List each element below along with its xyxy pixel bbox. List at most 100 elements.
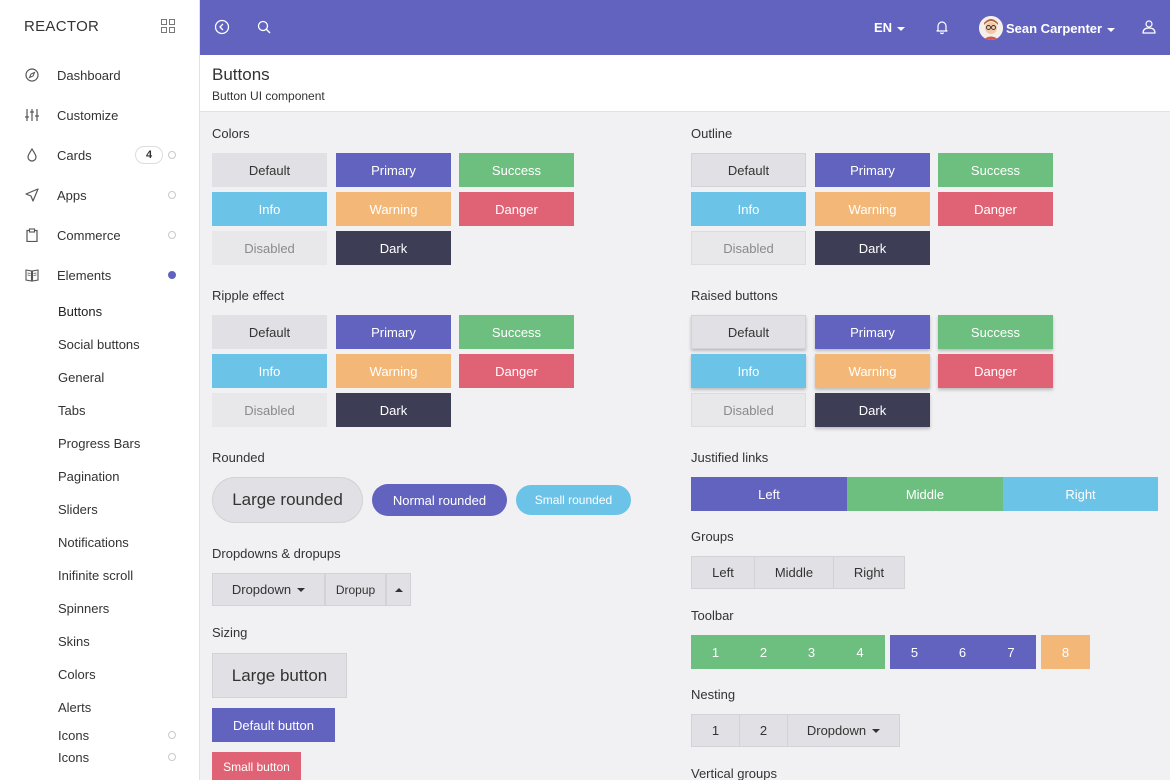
- group-right-button[interactable]: Right: [833, 556, 905, 589]
- colors-info-button[interactable]: Info: [212, 192, 327, 226]
- subnav-item-buttons[interactable]: Buttons: [58, 304, 103, 319]
- subnav-item-icons[interactable]: Icons: [0, 724, 200, 746]
- subnav-item-notifications[interactable]: Notifications: [58, 535, 129, 550]
- colors-success-button[interactable]: Success: [459, 153, 574, 187]
- sidebar-item-dashboard[interactable]: Dashboard: [0, 55, 200, 95]
- subnav-item-infinite-scroll[interactable]: Inifinite scroll: [58, 568, 134, 583]
- subnav-item-alerts[interactable]: Alerts: [58, 700, 92, 715]
- outline-success-button[interactable]: Success: [938, 153, 1053, 187]
- sidebar-item-elements[interactable]: Elements: [0, 255, 200, 295]
- send-icon: [24, 187, 40, 203]
- default-size-button[interactable]: Default button: [212, 708, 335, 742]
- clipboard-icon: [24, 227, 40, 243]
- sidebar-item-commerce[interactable]: Commerce: [0, 215, 200, 255]
- outline-dark-button[interactable]: Dark: [815, 231, 930, 265]
- ripple-success-button[interactable]: Success: [459, 315, 574, 349]
- raised-default-button[interactable]: Default: [691, 315, 806, 349]
- chevron-down-icon: [897, 26, 906, 31]
- outline-info-button[interactable]: Info: [691, 192, 806, 226]
- toolbar-button-1[interactable]: 1: [691, 635, 740, 669]
- toolbar-button-2[interactable]: 2: [739, 635, 788, 669]
- group-middle-button[interactable]: Middle: [754, 556, 834, 589]
- ripple-warning-button[interactable]: Warning: [336, 354, 451, 388]
- brand-logo[interactable]: REACTOR: [24, 18, 100, 35]
- subnav-item-icons-2[interactable]: Icons: [0, 746, 200, 768]
- toolbar-button-4[interactable]: 4: [835, 635, 885, 669]
- chevron-down-icon: [1107, 27, 1116, 32]
- raised-info-button[interactable]: Info: [691, 354, 806, 388]
- colors-primary-button[interactable]: Primary: [336, 153, 451, 187]
- raised-dark-button[interactable]: Dark: [815, 393, 930, 427]
- toolbar-button-7[interactable]: 7: [986, 635, 1036, 669]
- active-dot: [168, 271, 176, 279]
- ripple-default-button[interactable]: Default: [212, 315, 327, 349]
- nesting-button-2[interactable]: 2: [739, 714, 788, 747]
- status-dot: [168, 753, 176, 761]
- justified-middle-link[interactable]: Middle: [847, 477, 1003, 511]
- sidebar-item-customize[interactable]: Customize: [0, 95, 200, 135]
- colors-warning-button[interactable]: Warning: [336, 192, 451, 226]
- ripple-primary-button[interactable]: Primary: [336, 315, 451, 349]
- sidebar-item-cards[interactable]: Cards 4: [0, 135, 200, 175]
- bell-icon[interactable]: [934, 19, 950, 35]
- subnav-item-general[interactable]: General: [58, 370, 105, 385]
- toolbar-button-6[interactable]: 6: [938, 635, 987, 669]
- group-left-button[interactable]: Left: [691, 556, 755, 589]
- toolbar-button-8[interactable]: 8: [1041, 635, 1090, 669]
- language-selector[interactable]: EN: [874, 20, 906, 35]
- subnav-item-spinners[interactable]: Spinners: [58, 601, 110, 616]
- colors-default-button[interactable]: Default: [212, 153, 327, 187]
- outline-warning-button[interactable]: Warning: [815, 192, 930, 226]
- subnav-item-colors[interactable]: Colors: [58, 667, 96, 682]
- colors-danger-button[interactable]: Danger: [459, 192, 574, 226]
- subnav-item-progress-bars[interactable]: Progress Bars: [58, 436, 141, 451]
- large-rounded-button[interactable]: Large rounded: [212, 477, 363, 523]
- subnav-item-social-buttons[interactable]: Social buttons: [58, 337, 140, 352]
- outline-default-button[interactable]: Default: [691, 153, 806, 187]
- toolbar-button-3[interactable]: 3: [787, 635, 836, 669]
- justified-left-link[interactable]: Left: [691, 477, 847, 511]
- normal-rounded-button[interactable]: Normal rounded: [372, 484, 507, 516]
- outline-primary-button[interactable]: Primary: [815, 153, 930, 187]
- subnav-item-sliders[interactable]: Sliders: [58, 502, 98, 517]
- section-title-vertical-groups: Vertical groups: [691, 766, 777, 780]
- person-icon[interactable]: [1141, 19, 1157, 35]
- sidebar-nav: Dashboard Customize Cards 4 Apps: [0, 55, 200, 295]
- subnav-item-tabs[interactable]: Tabs: [58, 403, 86, 418]
- user-menu[interactable]: Sean Carpenter: [1006, 21, 1116, 36]
- small-rounded-button[interactable]: Small rounded: [516, 485, 631, 515]
- raised-primary-button[interactable]: Primary: [815, 315, 930, 349]
- avatar[interactable]: [979, 16, 1003, 40]
- justified-right-link[interactable]: Right: [1003, 477, 1158, 511]
- ripple-danger-button[interactable]: Danger: [459, 354, 574, 388]
- colors-disabled-button: Disabled: [212, 231, 327, 265]
- subnav-item-pagination[interactable]: Pagination: [58, 469, 120, 484]
- dropdown-button[interactable]: Dropdown: [212, 573, 325, 606]
- toolbar-button-5[interactable]: 5: [890, 635, 939, 669]
- raised-danger-button[interactable]: Danger: [938, 354, 1053, 388]
- nesting-button-1[interactable]: 1: [691, 714, 740, 747]
- outline-danger-button[interactable]: Danger: [938, 192, 1053, 226]
- ripple-dark-button[interactable]: Dark: [336, 393, 451, 427]
- dropup-button[interactable]: Dropup: [325, 573, 386, 606]
- large-button[interactable]: Large button: [212, 653, 347, 698]
- small-button[interactable]: Small button: [212, 752, 301, 780]
- chevron-down-icon: [872, 728, 881, 733]
- grid-icon[interactable]: [161, 19, 175, 33]
- sidebar-item-apps[interactable]: Apps: [0, 175, 200, 215]
- sidebar-item-label: Elements: [57, 267, 112, 283]
- raised-success-button[interactable]: Success: [938, 315, 1053, 349]
- outline-disabled-button: Disabled: [691, 231, 806, 265]
- sidebar-subnav: Buttons Social buttons General Tabs Prog…: [0, 295, 200, 768]
- dropdown-label: Dropdown: [231, 582, 292, 597]
- nesting-dropdown-button[interactable]: Dropdown: [787, 714, 900, 747]
- dropup-toggle[interactable]: [386, 573, 411, 606]
- section-title-rounded: Rounded: [212, 450, 265, 465]
- section-title-justified: Justified links: [691, 450, 769, 465]
- colors-dark-button[interactable]: Dark: [336, 231, 451, 265]
- back-circle-icon[interactable]: [214, 19, 230, 35]
- ripple-info-button[interactable]: Info: [212, 354, 327, 388]
- search-icon[interactable]: [256, 19, 272, 35]
- raised-warning-button[interactable]: Warning: [815, 354, 930, 388]
- subnav-item-skins[interactable]: Skins: [58, 634, 90, 649]
